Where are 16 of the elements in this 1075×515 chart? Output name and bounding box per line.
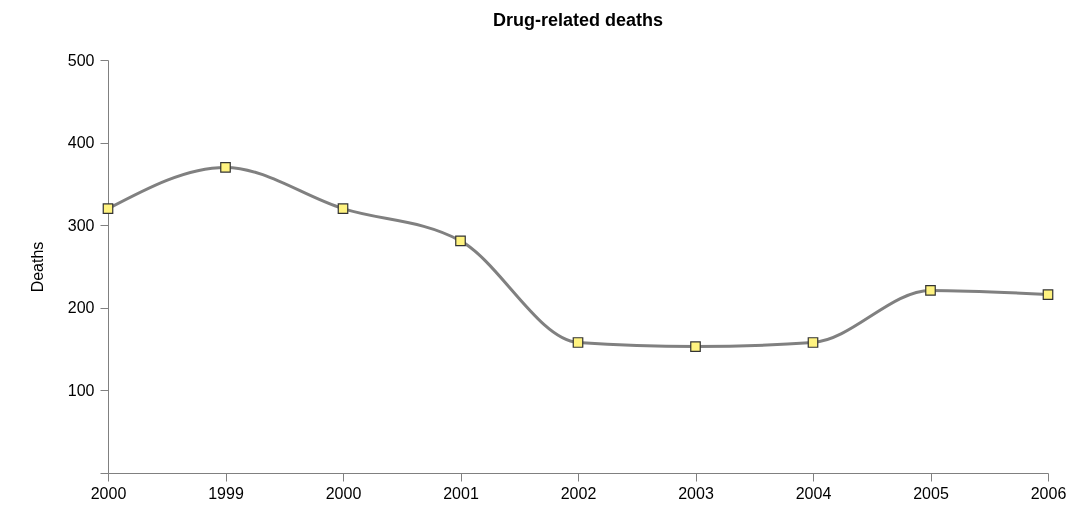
y-tick-label: 100 — [67, 381, 95, 399]
x-tick-label: 2000 — [325, 484, 362, 502]
x-tick-label: 2005 — [913, 484, 949, 502]
x-tick-label: 1999 — [208, 484, 244, 502]
x-tick-label: 2003 — [678, 484, 714, 502]
y-axis-title: Deaths — [28, 241, 46, 293]
y-tick-label: 200 — [67, 299, 95, 317]
x-tick-label: 2001 — [443, 484, 479, 502]
y-tick-label: 500 — [67, 51, 95, 69]
y-tick-label: 300 — [67, 216, 95, 234]
chart-title: Drug-related deaths — [492, 10, 664, 30]
y-tick-label: 400 — [67, 134, 95, 152]
x-tick-label: 2000 — [90, 484, 127, 502]
x-tick-label: 2002 — [560, 484, 597, 502]
x-tick-label: 2004 — [795, 484, 832, 502]
x-tick-label: 2006 — [1030, 484, 1067, 502]
